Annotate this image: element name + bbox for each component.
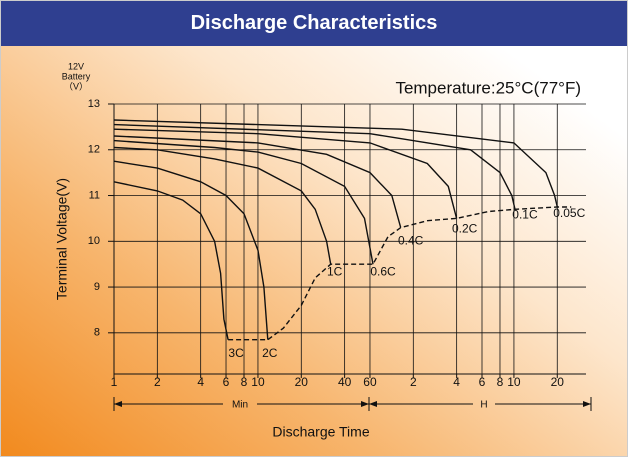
curve-label: 2C — [262, 346, 278, 360]
x-tick-label: 2 — [154, 375, 161, 389]
curve — [113, 119, 558, 208]
y-tick-label: 13 — [88, 98, 100, 110]
x-tick-label: 20 — [295, 375, 309, 389]
x-axis-label: Discharge Time — [272, 424, 369, 440]
x-tick-label: 40 — [338, 375, 352, 389]
y-axis-label: Terminal Voltage(V) — [54, 178, 70, 300]
x-tick-label: 2 — [410, 375, 417, 389]
curve-label: 0.05C — [553, 206, 585, 220]
y-note: （V） — [64, 81, 88, 91]
y-note: Battery — [62, 71, 91, 81]
curve — [113, 139, 374, 265]
chart-title: Discharge Characteristics — [1, 1, 627, 46]
curve — [113, 128, 458, 219]
x-tick-label: 1 — [111, 375, 118, 389]
x-tick-label: 20 — [551, 375, 565, 389]
curve-label: 0.4C — [398, 234, 424, 248]
x-tick-label: 4 — [197, 375, 204, 389]
y-tick-label: 8 — [94, 327, 100, 339]
y-note: 12V — [68, 61, 84, 71]
curve-label: 0.1C — [512, 207, 538, 221]
end-voltage-line — [228, 206, 572, 341]
x-tick-label: 60 — [363, 375, 377, 389]
x-tick-label: 10 — [507, 375, 521, 389]
curve — [113, 123, 516, 210]
curve-label: 0.6C — [370, 264, 396, 278]
x-tick-label: 8 — [497, 375, 504, 389]
x-tick-label: 6 — [223, 375, 230, 389]
x-tick-label: 8 — [241, 375, 248, 389]
curve-label: 0.2C — [452, 222, 478, 236]
curve-label: 1C — [327, 264, 343, 278]
curve — [113, 160, 269, 340]
subtitle: Temperature:25°C(77°F) — [395, 78, 581, 97]
curve — [113, 135, 402, 228]
y-tick-label: 11 — [89, 189, 100, 201]
y-tick-label: 9 — [94, 281, 100, 293]
curve — [113, 181, 229, 340]
curve — [113, 146, 332, 265]
y-tick-label: 10 — [88, 235, 100, 247]
x-unit: Min — [232, 400, 248, 411]
x-unit: H — [480, 400, 487, 411]
x-tick-label: 6 — [479, 375, 486, 389]
x-tick-label: 4 — [453, 375, 460, 389]
curve-label: 3C — [228, 346, 244, 360]
y-tick-label: 12 — [88, 144, 100, 156]
x-tick-label: 10 — [251, 375, 265, 389]
